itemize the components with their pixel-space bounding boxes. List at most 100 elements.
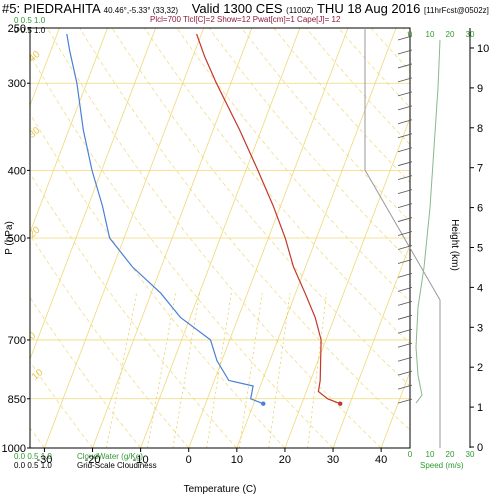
mixing-ratio-line bbox=[307, 293, 327, 448]
x-tick-label: 10 bbox=[231, 454, 243, 466]
x-tick-label: -10 bbox=[133, 454, 149, 466]
valid-date: THU 18 Aug 2016 bbox=[316, 1, 421, 16]
wind-barb bbox=[397, 398, 413, 404]
height-tick-label: 4 bbox=[477, 282, 483, 294]
isotherm bbox=[30, 28, 60, 107]
height-tick-label: 3 bbox=[477, 322, 483, 334]
height-tick-label: 9 bbox=[477, 83, 483, 95]
dry-adiabat bbox=[468, 28, 500, 448]
wind-barb bbox=[397, 161, 413, 167]
y-tick-label: 850 bbox=[8, 394, 26, 406]
dry-adiabat-label: 40 bbox=[27, 49, 43, 65]
station-coords: 40.46°,-5.33° (33,32) bbox=[103, 6, 179, 15]
dry-adiabat bbox=[30, 54, 334, 448]
wind-barb bbox=[397, 63, 413, 69]
wind-barb bbox=[397, 217, 413, 222]
wind-barbs bbox=[397, 35, 413, 404]
chart-header: #5: PIEDRAHITA 40.46°,-5.33° (33,32) Val… bbox=[2, 2, 489, 15]
wind-barb bbox=[397, 147, 413, 153]
x-tick-label: 0 bbox=[186, 454, 192, 466]
dry-adiabat bbox=[436, 28, 500, 448]
height-tick-label: 1 bbox=[477, 402, 483, 414]
isotherm bbox=[30, 28, 108, 234]
wind-barb bbox=[397, 259, 413, 264]
dry-adiabat-label: 0 bbox=[27, 330, 39, 342]
isotherm bbox=[380, 370, 410, 448]
wind-barb bbox=[397, 35, 413, 41]
speed-tick-bottom: 0 bbox=[408, 450, 413, 459]
speed-tick-bottom: 20 bbox=[446, 450, 455, 459]
cloudiness-scale: 0.0 0.5 1.0 bbox=[14, 461, 52, 470]
sounding-indices: Plcl=700 Tlcl[C]=2 Show=12 Pwat[cm]=1 Ca… bbox=[150, 15, 341, 24]
height-tick-label: 10 bbox=[477, 43, 489, 55]
dry-adiabat bbox=[30, 361, 93, 448]
height-tick-label: 0 bbox=[477, 442, 483, 454]
temperature-line-surface-point bbox=[338, 401, 343, 406]
cloudwater-scale: 0.0 0.5 1.0 bbox=[14, 452, 52, 461]
top-green-scale: 0 0.5 1.0 bbox=[14, 16, 46, 25]
valid-time: Valid 1300 CES bbox=[191, 1, 283, 16]
dry-adiabat bbox=[79, 28, 410, 431]
x-tick-label: -20 bbox=[85, 454, 101, 466]
mixing-ratio-line bbox=[147, 293, 176, 448]
wind-barb bbox=[397, 328, 413, 334]
wind-barb bbox=[397, 119, 413, 125]
mixing-ratio-line bbox=[105, 293, 137, 448]
mixing-ratio-line bbox=[172, 293, 200, 448]
height-tick-label: 2 bbox=[477, 362, 483, 374]
wind-barb bbox=[397, 105, 413, 111]
wind-barb bbox=[397, 384, 413, 390]
x-tick-label: 40 bbox=[375, 454, 387, 466]
speed-tick-bottom: 10 bbox=[426, 450, 435, 459]
dry-adiabat-label: 30 bbox=[27, 125, 43, 141]
wind-barb bbox=[397, 189, 413, 195]
wind-barb bbox=[397, 133, 413, 139]
dry-adiabat bbox=[47, 28, 382, 448]
forecast-info: [11hrFcst@0502z] bbox=[423, 6, 489, 15]
speed-axis-label: Speed (m/s) bbox=[420, 461, 464, 470]
dry-adiabat bbox=[273, 28, 410, 184]
height-tick-label: 5 bbox=[477, 242, 483, 254]
y-tick-label: 500 bbox=[8, 233, 26, 245]
height-tick-label: 8 bbox=[477, 123, 483, 135]
dry-adiabat bbox=[111, 28, 410, 387]
dry-adiabat bbox=[30, 172, 238, 448]
speed-tick-top: 10 bbox=[426, 30, 435, 39]
x-axis-label: Temperature (C) bbox=[184, 484, 257, 495]
dry-adiabat-label: 10 bbox=[30, 367, 46, 383]
wind-barb bbox=[397, 314, 413, 320]
x-tick-label: 20 bbox=[279, 454, 291, 466]
wind-barb bbox=[397, 300, 413, 306]
wind-barb bbox=[397, 175, 413, 181]
y-tick-label: 300 bbox=[8, 78, 26, 90]
height-axis-label: Height (km) bbox=[449, 219, 460, 271]
y-tick-label: 250 bbox=[8, 23, 26, 35]
y-tick-label: 700 bbox=[8, 335, 26, 347]
wind-barb bbox=[397, 231, 413, 236]
dry-adiabat bbox=[30, 296, 141, 448]
y-axis-label: P (hPa) bbox=[4, 221, 15, 255]
height-tick-label: 7 bbox=[477, 163, 483, 175]
wind-barb bbox=[397, 49, 413, 55]
mixing-ratio-line bbox=[268, 293, 291, 448]
cloudwater-label: CloudWater (g/Kg) bbox=[77, 452, 143, 461]
x-tick-label: -30 bbox=[36, 454, 52, 466]
wind-barb bbox=[397, 356, 413, 362]
y-tick-label: 1000 bbox=[2, 443, 26, 455]
dewpoint-line-surface-point bbox=[261, 401, 266, 406]
dry-adiabat bbox=[241, 28, 410, 222]
wind-barb bbox=[397, 370, 413, 376]
wind-barb bbox=[397, 273, 413, 278]
y-tick-label: 400 bbox=[8, 165, 26, 177]
utc-time: (1100Z) bbox=[286, 6, 314, 15]
dewpoint-line bbox=[66, 33, 264, 405]
isotherm bbox=[332, 243, 410, 448]
wind-barb bbox=[397, 245, 413, 250]
temperature-line bbox=[196, 33, 341, 405]
station-name: #5: PIEDRAHITA bbox=[2, 1, 101, 16]
wind-barb bbox=[397, 203, 413, 208]
speed-tick-top: 30 bbox=[466, 30, 475, 39]
wind-barb bbox=[397, 286, 413, 292]
right-panel-outline bbox=[364, 28, 441, 448]
